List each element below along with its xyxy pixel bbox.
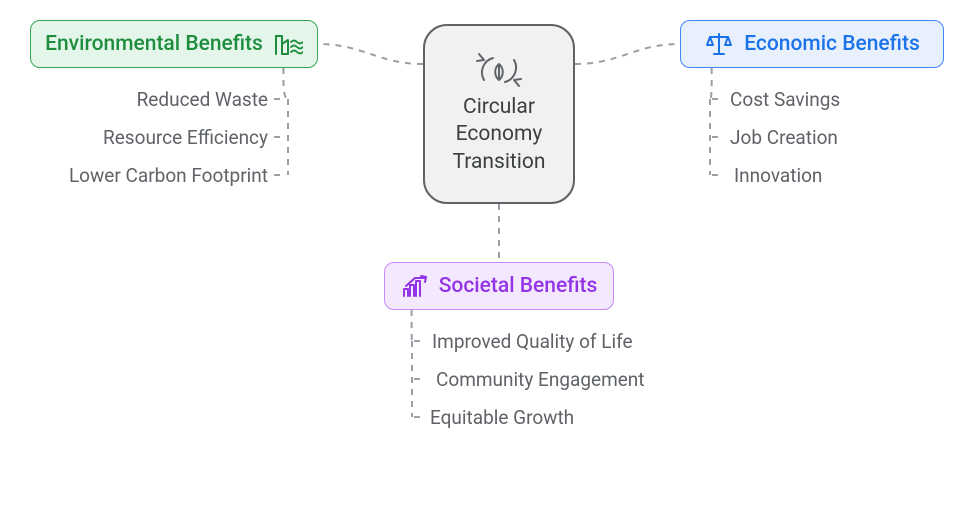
economic-item: Cost Savings <box>730 88 890 111</box>
center-node: Circular Economy Transition <box>423 24 575 204</box>
branch-societal: Societal Benefits <box>384 262 614 310</box>
economic-item: Job Creation <box>730 126 890 149</box>
center-title-line3: Transition <box>453 149 546 176</box>
connector <box>318 44 423 64</box>
branch-environmental: Environmental Benefits <box>30 20 318 68</box>
environmental-item: Reduced Waste <box>108 88 268 111</box>
recycle-leaf-icon <box>474 52 524 88</box>
societal-item: Improved Quality of Life <box>432 330 692 353</box>
societal-item: Community Engagement <box>436 368 696 391</box>
environmental-item: Resource Efficiency <box>80 126 268 149</box>
center-title-line1: Circular <box>453 94 546 121</box>
economic-label: Economic Benefits <box>744 32 920 56</box>
connector <box>710 68 712 99</box>
balance-scale-icon <box>704 31 734 57</box>
growth-chart-icon <box>401 274 429 298</box>
connector <box>283 68 288 99</box>
environmental-label: Environmental Benefits <box>45 32 263 56</box>
branch-economic: Economic Benefits <box>680 20 944 68</box>
connector <box>575 44 680 64</box>
societal-label: Societal Benefits <box>439 274 598 298</box>
environmental-item: Lower Carbon Footprint <box>56 164 268 187</box>
economic-item: Innovation <box>734 164 894 187</box>
mindmap-canvas: Circular Economy Transition Environmenta… <box>0 0 978 512</box>
factory-waves-icon <box>273 32 303 56</box>
societal-item: Equitable Growth <box>430 406 650 429</box>
center-title-line2: Economy <box>453 121 546 148</box>
